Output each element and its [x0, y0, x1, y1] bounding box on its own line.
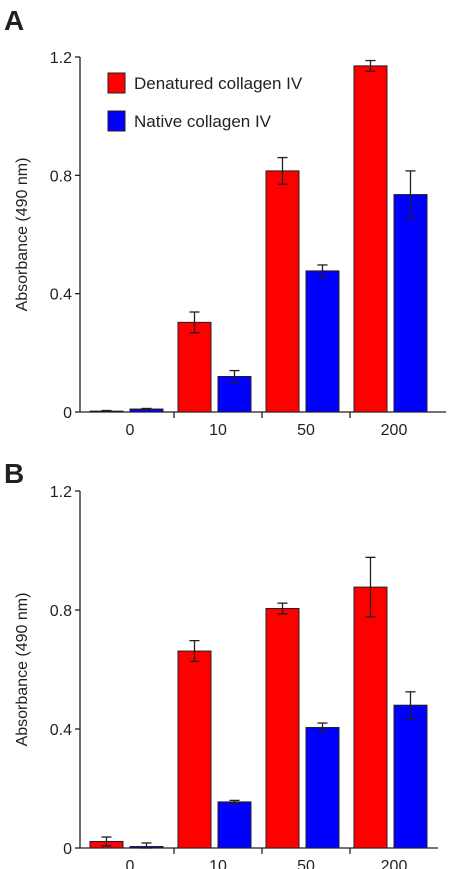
- x-tick-label: 200: [381, 858, 408, 869]
- bar-series-2-10: [217, 801, 252, 849]
- legend-swatch-1: [107, 72, 126, 94]
- bar-series-2-50: [305, 727, 340, 849]
- x-tick-label: 200: [381, 422, 408, 439]
- chart-panel-a: A Absorbance (490 nm) 0 0.4 0.8 1.2 0 10 50 200 De…: [4, 5, 446, 439]
- bar-series-1-200: [353, 586, 388, 849]
- bar-series-1-10: [177, 650, 212, 849]
- x-tick-label: 50: [297, 422, 315, 439]
- y-tick-label: 0: [63, 841, 72, 858]
- y-tick-label: 1.2: [50, 484, 72, 501]
- y-tick-label: 0.8: [50, 168, 72, 185]
- y-tick-label: 0.4: [50, 287, 72, 304]
- y-tick-label: 1.2: [50, 50, 72, 67]
- panel-label: B: [4, 458, 24, 489]
- legend-label-1: Denatured collagen IV: [134, 74, 303, 93]
- bar-series-2-200: [393, 194, 428, 413]
- chart-panel-b: B Absorbance (490 nm) 0 0.4 0.8 1.2 0 10 50 200: [4, 458, 438, 869]
- legend-label-2: Native collagen IV: [134, 112, 272, 131]
- bar-series-1-50: [265, 608, 300, 849]
- y-axis-title: Absorbance (490 nm): [14, 593, 31, 747]
- legend: Denatured collagen IV Native collagen IV: [107, 72, 303, 132]
- x-tick-label: 0: [126, 422, 135, 439]
- legend-swatch-2: [107, 110, 126, 132]
- y-tick-label: 0.4: [50, 722, 72, 739]
- x-tick-label: 0: [126, 858, 135, 869]
- x-tick-label: 10: [209, 422, 227, 439]
- y-tick-label: 0.8: [50, 603, 72, 620]
- bar-series-1-10: [177, 321, 212, 413]
- y-axis-title: Absorbance (490 nm): [14, 158, 31, 312]
- bar-series-2-50: [305, 270, 340, 413]
- bar-series-2-200: [393, 704, 428, 849]
- x-tick-label: 10: [209, 858, 227, 869]
- panel-label: A: [4, 5, 24, 36]
- x-tick-label: 50: [297, 858, 315, 869]
- bar-series-1-200: [353, 65, 388, 413]
- y-tick-label: 0: [63, 405, 72, 422]
- bar-series-1-50: [265, 170, 300, 413]
